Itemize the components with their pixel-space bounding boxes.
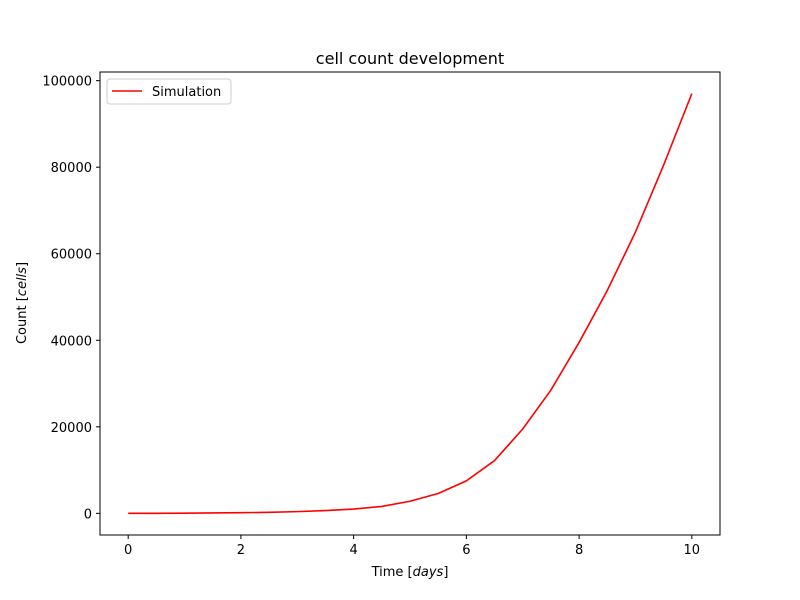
x-axis-label-close-bracket: ]	[443, 565, 448, 580]
y-tick-label: 100000	[42, 75, 92, 90]
y-tick-label: 0	[84, 507, 92, 522]
x-axis-label-text: Time	[371, 565, 408, 580]
x-tick-label: 10	[684, 543, 701, 558]
axes-frame	[99, 71, 721, 536]
y-axis-label: Count [cells]	[15, 262, 30, 344]
y-tick-label: 20000	[51, 421, 92, 436]
x-tick-label: 2	[237, 543, 245, 558]
y-axis-label-text: Count	[15, 301, 30, 344]
legend-label-simulation: Simulation	[152, 85, 221, 100]
legend: Simulation	[106, 78, 232, 105]
chart-title: cell count development	[316, 49, 504, 68]
x-ticks: 0 2 4 6 8 10	[124, 535, 700, 558]
x-tick-label: 8	[575, 543, 583, 558]
y-tick-label: 60000	[51, 248, 92, 263]
x-axis-label-open-bracket: [	[408, 565, 413, 580]
y-tick-label: 40000	[51, 334, 92, 349]
y-ticks: 0 20000 40000 60000 80000 100000	[42, 75, 100, 522]
y-axis-label-open-bracket: [	[15, 296, 30, 301]
x-axis-label-unit: days	[413, 565, 444, 580]
x-tick-label: 0	[124, 543, 132, 558]
x-tick-label: 6	[462, 543, 470, 558]
series-layer	[128, 93, 693, 515]
y-axis-label-close-bracket: ]	[15, 262, 30, 267]
plot-area	[100, 72, 720, 535]
y-axis-label-unit: cells	[15, 267, 30, 296]
x-tick-label: 4	[349, 543, 357, 558]
legend-box	[106, 78, 232, 105]
y-tick-label: 80000	[51, 161, 92, 176]
x-axis-label: Time [days]	[371, 565, 449, 580]
series-line-simulation	[128, 93, 693, 515]
